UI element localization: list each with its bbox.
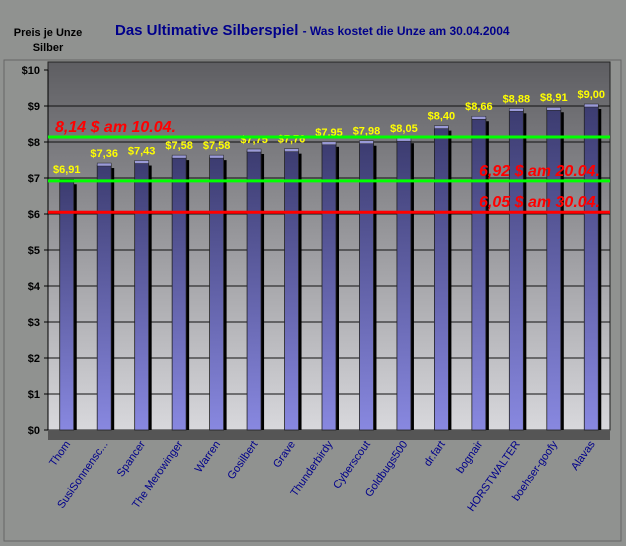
y-tick-label: $8: [28, 137, 40, 149]
bar: [583, 105, 599, 431]
data-label: $6,91: [53, 164, 81, 176]
bar: [396, 139, 412, 431]
reference-line-label: 6,05 $ am 30.04.: [479, 194, 600, 211]
data-label: $7,98: [353, 126, 381, 138]
chart-frame: [3, 59, 622, 542]
data-label: $7,76: [278, 134, 306, 146]
y-tick-label: $0: [28, 425, 40, 437]
bar: [321, 143, 337, 431]
y-tick-label: $1: [28, 389, 40, 401]
bar: [246, 150, 262, 431]
category-label: Thom: [47, 439, 73, 469]
bar-top: [396, 137, 412, 142]
bar: [59, 180, 75, 431]
reference-line-label: 6,92 $ am 20.04.: [479, 163, 600, 180]
y-tick-label: $5: [28, 245, 40, 257]
chart-title: Das Ultimative Silberspiel - Was kostet …: [115, 22, 510, 39]
bar: [508, 109, 524, 431]
plot-floor: [48, 430, 610, 440]
data-label: $7,36: [90, 148, 118, 160]
y-tick-label: $6: [28, 209, 40, 221]
bar: [359, 142, 374, 431]
data-label: $9,00: [578, 89, 606, 101]
reference-line-label: 8,14 $ am 10.04.: [55, 119, 176, 136]
bar: [134, 162, 150, 431]
bar-top: [509, 108, 524, 112]
bar-top: [584, 103, 599, 108]
data-label: $8,88: [503, 93, 531, 105]
category-label: dr.fart: [422, 439, 448, 469]
bar-top: [434, 125, 449, 129]
subtitle-text: - Was kostet die Unze am 30.04.2004: [302, 24, 510, 38]
category-label: Alavas: [569, 438, 598, 472]
data-label: $7,58: [165, 140, 193, 152]
category-label: Grave: [271, 439, 298, 470]
bar: [433, 127, 449, 431]
y-axis-label: Preis je Unze Silber: [13, 27, 83, 54]
bar: [209, 156, 225, 431]
bar-top: [96, 162, 112, 167]
bar-top: [359, 140, 374, 144]
y-tick-label: $3: [28, 317, 40, 329]
bar-top: [246, 148, 262, 153]
data-label: $7,43: [128, 146, 156, 158]
category-label: Cyberscout: [331, 439, 373, 491]
bar: [284, 150, 299, 431]
y-tick-label: $10: [22, 65, 40, 77]
bar-top: [546, 106, 562, 111]
data-label: $7,58: [203, 140, 231, 152]
category-label: Spancer: [115, 439, 149, 480]
bar: [96, 164, 112, 431]
bar-top: [321, 141, 337, 146]
y-tick-label: $2: [28, 353, 40, 365]
y-tick-label: $9: [28, 101, 40, 113]
y-tick-label: $7: [28, 173, 40, 185]
bar-top: [471, 115, 487, 120]
category-label: bognair: [454, 439, 485, 476]
bar: [171, 156, 187, 431]
y-tick-label: $4: [28, 281, 41, 293]
category-label: Warren: [193, 439, 223, 475]
data-label: $8,40: [428, 111, 456, 123]
bar-top: [209, 154, 224, 159]
data-label: $8,91: [540, 92, 568, 104]
data-label: $8,66: [465, 101, 493, 113]
data-label: $8,05: [390, 123, 418, 135]
bar-top: [284, 148, 299, 152]
bar-top: [171, 154, 187, 159]
category-label: Gosilbert: [225, 439, 260, 482]
title-text: Das Ultimative Silberspiel: [115, 22, 299, 39]
bar: [546, 108, 562, 431]
bar-top: [134, 160, 149, 164]
